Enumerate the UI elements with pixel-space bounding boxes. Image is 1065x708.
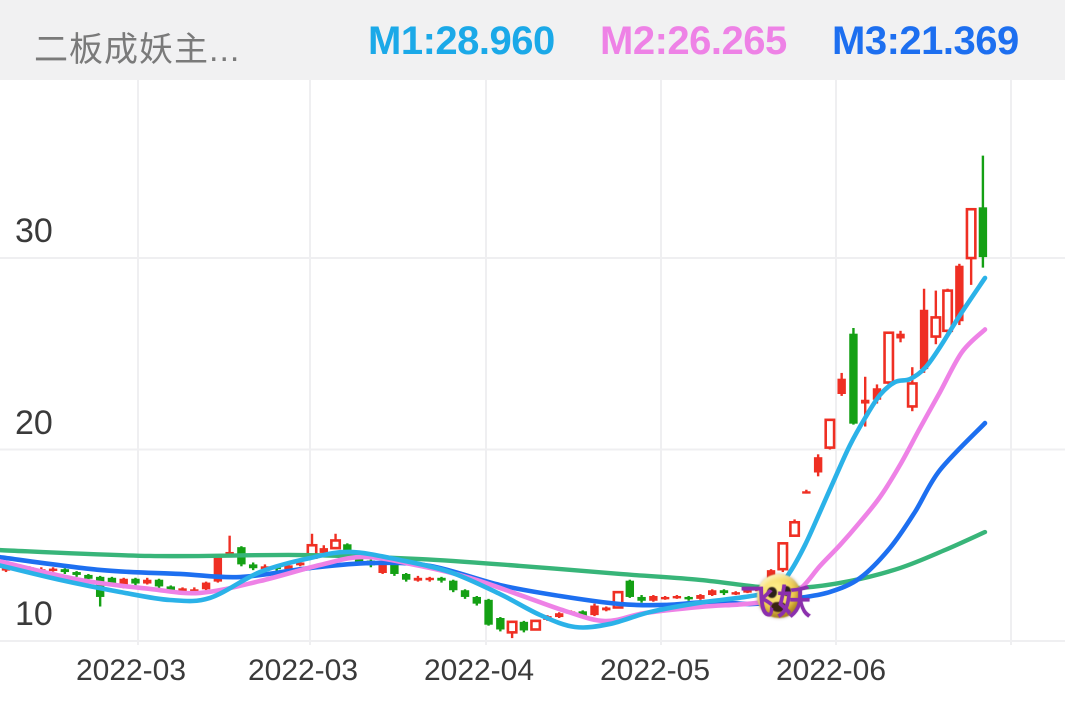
candle-body (766, 570, 776, 588)
candle-body (708, 590, 717, 596)
candle-body (190, 589, 199, 592)
candle-body (731, 592, 740, 595)
candle-body (777, 542, 789, 571)
y-axis-tick-10: 10 (15, 594, 53, 633)
ma-line-m1 (0, 275, 988, 630)
candle-body (849, 333, 858, 424)
candle-body (296, 562, 305, 566)
candle-body (789, 520, 801, 537)
y-axis-tick-30: 30 (15, 212, 53, 251)
ma-line-m3 (0, 420, 988, 608)
x-axis-tick: 2022-03 (247, 654, 359, 687)
candle-body (861, 399, 870, 404)
candle-body (955, 265, 964, 322)
candle-body (330, 539, 342, 550)
candle-body (872, 388, 882, 400)
x-axis-tick: 2022-03 (75, 654, 187, 687)
candle-body (48, 568, 58, 572)
candle-body (154, 579, 164, 587)
candle-body (449, 580, 458, 591)
candle-body (578, 611, 587, 617)
candle-body (378, 563, 387, 574)
candle-body (813, 457, 823, 473)
ma2-value-label: M2:26.265 (600, 19, 787, 63)
y-axis-tick-20: 20 (15, 403, 53, 442)
candle-body (896, 333, 905, 339)
x-axis-tick: 2022-04 (423, 654, 535, 687)
candle-body (413, 577, 423, 581)
candle-body (107, 577, 117, 584)
candle-body (143, 579, 152, 584)
ma3-value-label: M3:21.369 (832, 19, 1019, 63)
candle-body (284, 565, 293, 570)
candle-body (602, 607, 611, 611)
candle-body (354, 557, 364, 563)
candle-body (72, 572, 81, 575)
candle-body (530, 619, 542, 631)
candle-body (612, 590, 624, 609)
candle-body (260, 566, 270, 570)
candle-body (131, 578, 140, 584)
candle-body (213, 556, 223, 582)
candle-body (919, 309, 929, 370)
candle-body (248, 564, 258, 569)
candle-body (484, 599, 493, 625)
candle-body (590, 605, 599, 616)
candle-body (637, 596, 646, 601)
candle-body (506, 620, 518, 634)
candle-body (201, 582, 211, 590)
candle-body (719, 590, 729, 594)
candle-body (696, 595, 705, 599)
candle-body (883, 331, 895, 384)
candle-body (930, 316, 942, 338)
candle-body (425, 577, 434, 581)
candle-body (684, 596, 693, 600)
candle-body (401, 573, 411, 580)
candle-body (437, 577, 446, 581)
candle-body (802, 491, 811, 494)
candle-body (84, 574, 93, 579)
candle-body (60, 569, 70, 573)
chart-title: 二板成妖主... (34, 31, 241, 69)
candle-body (1, 568, 11, 571)
ma-line-ma-long (0, 529, 988, 591)
candle-body (978, 207, 988, 258)
candlestick-chart[interactable] (0, 80, 1065, 645)
candle-body (625, 580, 635, 597)
candle-body (965, 207, 977, 260)
grid (0, 80, 1065, 645)
candle-body (824, 418, 836, 449)
candle-body (660, 596, 670, 600)
candle-body (390, 564, 399, 574)
candle-body (119, 578, 128, 588)
x-axis-tick: 2022-05 (599, 654, 711, 687)
candle-body (178, 588, 187, 592)
candle-body (906, 382, 918, 408)
candle-body (554, 613, 564, 618)
candle-body (519, 621, 529, 631)
candle-body (166, 586, 175, 591)
chart-header: 二板成妖主... M1:28.960 M2:26.265 M3:21.369 (0, 0, 1065, 80)
candle-body (496, 618, 505, 630)
candle-body (837, 378, 846, 394)
candle-body (672, 595, 682, 599)
candle-body (942, 289, 954, 333)
x-axis-labels: 2022-03 2022-03 2022-04 2022-05 2022-06 (0, 645, 1065, 708)
candle-body (472, 596, 481, 604)
x-axis-tick: 2022-06 (775, 654, 887, 687)
candle-body (743, 590, 752, 593)
chart-plot-area[interactable]: 30 20 10 飞妖 (0, 80, 1065, 645)
ma1-value-label: M1:28.960 (368, 19, 555, 63)
candle-body (649, 595, 658, 601)
candle-body (319, 548, 328, 553)
candle-body (460, 590, 470, 597)
